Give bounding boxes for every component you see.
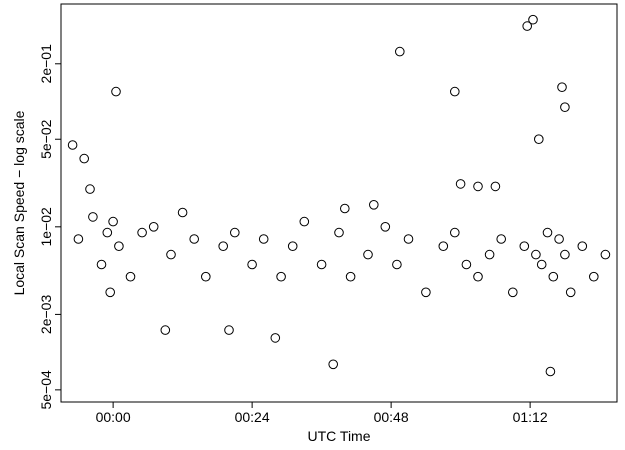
y-tick-label: 5e−02 — [38, 119, 54, 159]
data-point — [316, 259, 327, 270]
data-point — [565, 287, 576, 298]
data-point — [545, 366, 556, 377]
data-point — [363, 249, 373, 260]
data-point — [450, 227, 460, 238]
data-point — [534, 134, 544, 144]
y-tick-label: 2e−01 — [38, 44, 54, 84]
x-axis: 00:00 00:24 00:48 01:12 — [96, 402, 548, 425]
data-point — [554, 234, 564, 244]
data-point — [560, 102, 570, 112]
data-point — [589, 271, 599, 282]
x-axis-label: UTC Time — [308, 428, 371, 444]
data-point — [392, 259, 402, 270]
data-point — [218, 241, 228, 251]
data-point — [79, 153, 89, 164]
data-point — [600, 249, 611, 260]
data-point — [189, 234, 199, 244]
data-point — [369, 200, 379, 210]
data-point — [88, 212, 98, 222]
data-point — [450, 86, 460, 97]
data-point — [177, 207, 188, 218]
data-point — [276, 271, 286, 282]
data-point — [96, 259, 107, 270]
x-tick-label: 01:12 — [513, 409, 548, 425]
data-point — [328, 359, 339, 370]
data-point — [380, 222, 391, 232]
data-point — [531, 249, 541, 260]
data-point — [345, 271, 356, 282]
data-point — [73, 234, 84, 244]
data-point — [560, 249, 570, 260]
data-point — [577, 241, 588, 251]
data-point — [542, 227, 553, 238]
data-point — [490, 181, 501, 192]
x-tick-label: 00:48 — [374, 409, 409, 425]
y-tick-label: 1e−02 — [38, 207, 54, 247]
x-tick-label: 00:24 — [235, 409, 270, 425]
data-point — [105, 287, 115, 298]
data-point — [85, 184, 95, 194]
data-point — [528, 14, 538, 25]
data-point — [224, 325, 234, 335]
data-point — [557, 82, 567, 92]
data-point — [137, 227, 147, 238]
data-point — [455, 179, 466, 189]
x-tick-label: 00:00 — [96, 409, 131, 425]
data-point — [108, 216, 118, 227]
data-point — [473, 271, 483, 282]
data-point — [461, 259, 472, 270]
data-point — [102, 227, 113, 238]
plot-frame — [60, 3, 618, 403]
data-point — [340, 203, 350, 214]
data-point — [299, 216, 310, 227]
data-point — [403, 234, 414, 244]
data-point — [395, 46, 405, 57]
data-point — [438, 241, 449, 251]
data-point — [548, 271, 559, 282]
data-points — [67, 14, 611, 377]
data-point — [508, 287, 518, 298]
data-point — [258, 234, 269, 244]
y-axis: 5e−04 2e−03 1e−02 5e−02 2e−01 — [38, 44, 61, 410]
data-point — [522, 21, 533, 31]
data-point — [496, 234, 507, 244]
data-point — [484, 249, 495, 260]
data-point — [201, 271, 211, 282]
data-point — [287, 241, 298, 251]
y-tick-label: 2e−03 — [38, 295, 54, 335]
data-point — [421, 287, 431, 298]
data-point — [160, 325, 171, 335]
y-tick-label: 5e−04 — [38, 370, 54, 410]
data-point — [67, 140, 78, 150]
data-point — [148, 222, 159, 232]
data-point — [247, 259, 257, 270]
data-point — [114, 241, 124, 251]
data-point — [166, 249, 176, 260]
data-point — [334, 227, 344, 238]
data-point — [536, 259, 547, 270]
data-point — [125, 271, 136, 282]
data-point — [230, 227, 240, 238]
data-point — [519, 241, 530, 251]
data-point — [473, 181, 483, 192]
data-point — [270, 333, 281, 343]
y-axis-label: Local Scan Speed − log scale — [11, 110, 27, 295]
data-point — [111, 86, 121, 97]
